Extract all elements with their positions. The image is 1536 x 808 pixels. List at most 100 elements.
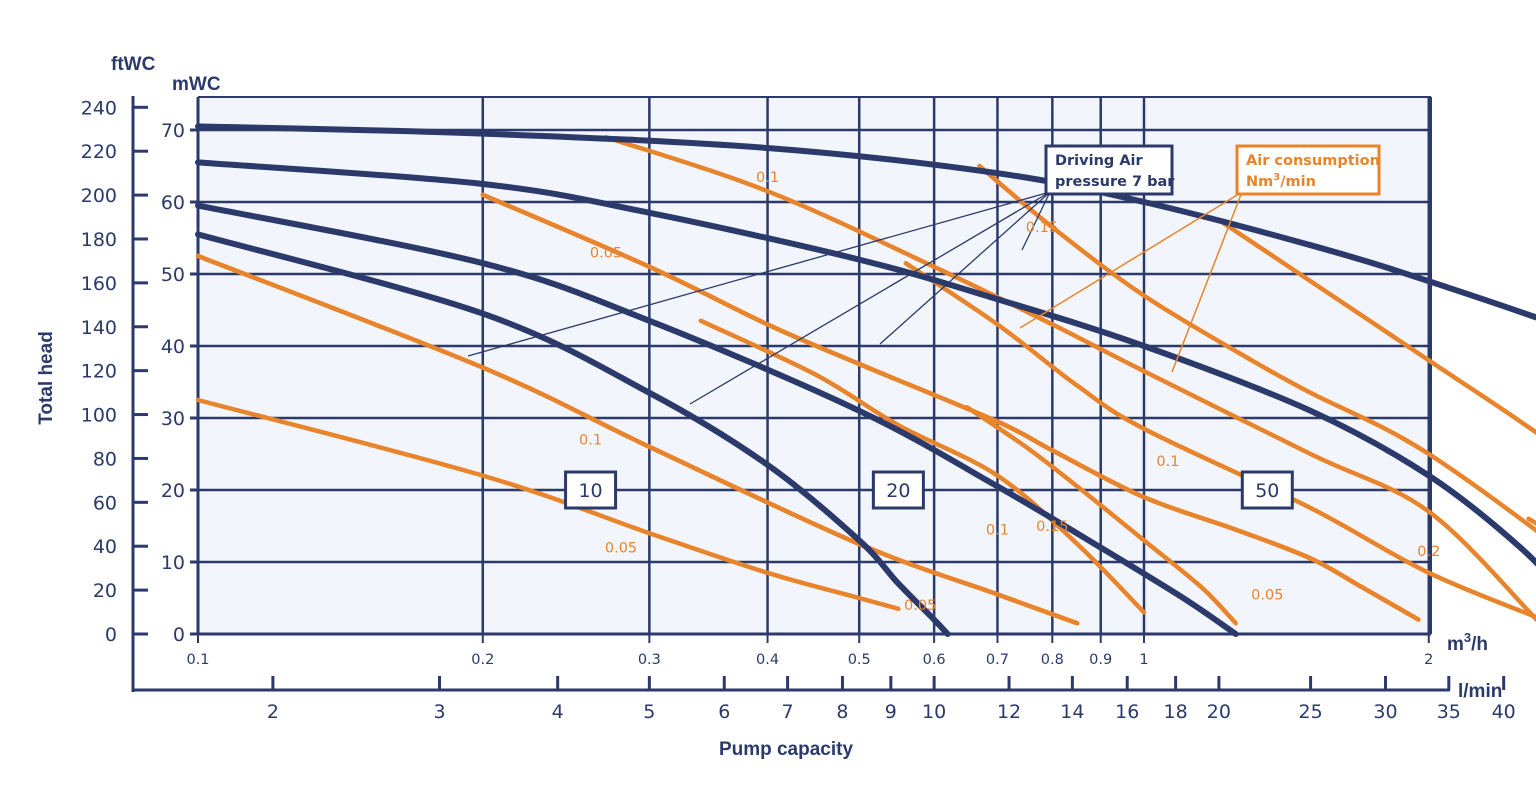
x-tick-label: 0.2 xyxy=(471,652,494,668)
x-tick-label: 0.7 xyxy=(986,652,1009,668)
x2-tick-label: 4 xyxy=(552,701,564,723)
legend-air-consumption-box xyxy=(1235,144,1381,196)
air-consumption-label: 0.05 xyxy=(1251,587,1283,603)
axes: 010203040506070mWC0204060801001201401601… xyxy=(36,54,1516,760)
air-consumption-label: 0.2 xyxy=(1417,544,1440,560)
y2-tick-label: 180 xyxy=(81,229,117,251)
x-tick-label: 0.6 xyxy=(923,652,946,668)
y-tick-label: 0 xyxy=(173,624,185,646)
air-consumption-curve-0.15 xyxy=(977,163,1536,534)
legend: Driving Air pressure 7 bar Air consumption… xyxy=(1044,144,1381,196)
legend-pointer-navy xyxy=(879,191,1051,345)
x2-tick-label: 25 xyxy=(1298,701,1322,723)
y2-tick-label: 240 xyxy=(81,97,117,119)
x-tick-label: 0.3 xyxy=(638,652,661,668)
pump-curve-10 xyxy=(195,231,951,637)
x-axis-unit-m3h: m3/h xyxy=(1447,630,1488,655)
x2-tick-label: 18 xyxy=(1164,701,1188,723)
x2-tick-label: 3 xyxy=(433,701,445,723)
x2-tick-label: 12 xyxy=(997,701,1021,723)
x-tick-label: 0.8 xyxy=(1041,652,1064,668)
x2-tick-label: 2 xyxy=(267,701,279,723)
air-consumption-curves xyxy=(195,134,1536,626)
y2-tick-label: 120 xyxy=(81,361,117,383)
pump-curve-20 xyxy=(195,202,1239,637)
pump-size-label: 10 xyxy=(578,480,602,502)
legend-pointer-orange xyxy=(1171,191,1243,373)
x2-tick-label: 30 xyxy=(1373,701,1397,723)
pump-curve-50 xyxy=(195,159,1536,567)
x2-tick-label: 14 xyxy=(1060,701,1084,723)
legend-pointer-navy xyxy=(689,191,1051,405)
air-consumption-curve-0.1 xyxy=(903,260,1536,620)
y2-tick-label: 20 xyxy=(93,580,117,602)
air-consumption-curve-0.05 xyxy=(480,192,1421,622)
y2-tick-label: 80 xyxy=(93,448,117,470)
legend-pointer-navy xyxy=(467,191,1051,357)
air-consumption-label: 0.05 xyxy=(590,245,622,261)
y-tick-label: 10 xyxy=(161,552,185,574)
air-consumption-label: 0.1 xyxy=(986,523,1009,539)
y2-tick-label: 160 xyxy=(81,273,117,295)
y-axis-title: Total head xyxy=(36,331,57,425)
air-consumption-curve-0.1 xyxy=(603,134,1536,622)
curve-labels: 0.050.10.050.050.050.10.10.150.10.150.20… xyxy=(564,170,1440,614)
y2-tick-label: 220 xyxy=(81,141,117,163)
x2-tick-label: 20 xyxy=(1207,701,1231,723)
y-axis-unit-mwc: mWC xyxy=(172,74,221,95)
pump-size-box xyxy=(871,470,925,510)
y2-tick-label: 200 xyxy=(81,185,117,207)
air-consumption-label: 0.1 xyxy=(579,433,602,449)
x2-tick-label: 10 xyxy=(922,701,946,723)
pump-size-label: 50 xyxy=(1255,480,1279,502)
legend-pointer-orange xyxy=(1019,191,1243,329)
pump-curve-130 xyxy=(195,123,1536,321)
air-consumption-label: 0.15 xyxy=(1036,519,1068,535)
x-tick-label: 0.1 xyxy=(186,652,209,668)
legend-driving-air-line1: Driving Air xyxy=(1055,153,1144,169)
pump-curves xyxy=(195,123,1536,637)
y-tick-label: 20 xyxy=(161,480,185,502)
x-tick-label: 0.9 xyxy=(1089,652,1112,668)
air-consumption-label: 0.05 xyxy=(605,541,637,557)
y2-tick-label: 0 xyxy=(105,624,117,646)
x2-tick-label: 35 xyxy=(1437,701,1461,723)
legend-air-consumption-line2: Nm3/min xyxy=(1246,172,1316,190)
y-tick-label: 40 xyxy=(161,336,185,358)
x2-tick-label: 5 xyxy=(643,701,655,723)
x-tick-label: 0.4 xyxy=(756,652,779,668)
x2-tick-label: 16 xyxy=(1115,701,1139,723)
pump-size-label: 20 xyxy=(886,480,910,502)
pump-size-box xyxy=(564,470,618,510)
y2-axis-unit-ftwc: ftWC xyxy=(111,54,156,75)
x2-tick-label: 8 xyxy=(836,701,848,723)
x2-tick-label: 7 xyxy=(782,701,794,723)
y-tick-label: 30 xyxy=(161,408,185,430)
legend-pointer-lines xyxy=(467,191,1243,405)
legend-driving-air-line2: pressure 7 bar xyxy=(1055,174,1175,190)
x2-tick-label: 40 xyxy=(1492,701,1516,723)
y-tick-label: 60 xyxy=(161,192,185,214)
legend-driving-air-box xyxy=(1044,144,1174,196)
x2-tick-label: 9 xyxy=(885,701,897,723)
legend-air-consumption-line1: Air consumption xyxy=(1246,153,1380,169)
air-consumption-curve-0.2 xyxy=(1216,217,1536,436)
x2-axis-unit-lmin: l/min xyxy=(1458,681,1502,702)
plot-frame xyxy=(196,96,1432,636)
legend-pointer-navy xyxy=(1021,191,1051,251)
air-consumption-curve-0.15 xyxy=(964,404,1238,626)
x-tick-label: 0.5 xyxy=(848,652,871,668)
pump-size-box xyxy=(1240,470,1294,510)
air-consumption-curve-0.05 xyxy=(195,397,901,612)
x-axis-title: Pump capacity xyxy=(719,739,854,760)
air-consumption-label: 0.1 xyxy=(756,170,779,186)
y2-tick-label: 140 xyxy=(81,317,117,339)
y2-tick-label: 60 xyxy=(93,492,117,514)
air-consumption-label: 0.05 xyxy=(904,598,936,614)
y2-tick-label: 40 xyxy=(93,536,117,558)
air-consumption-curve-0.1 xyxy=(698,318,1147,615)
x-tick-label: 2 xyxy=(1424,652,1433,668)
x-tick-label: 1 xyxy=(1139,652,1148,668)
air-consumption-label: 0.15 xyxy=(1026,220,1058,236)
